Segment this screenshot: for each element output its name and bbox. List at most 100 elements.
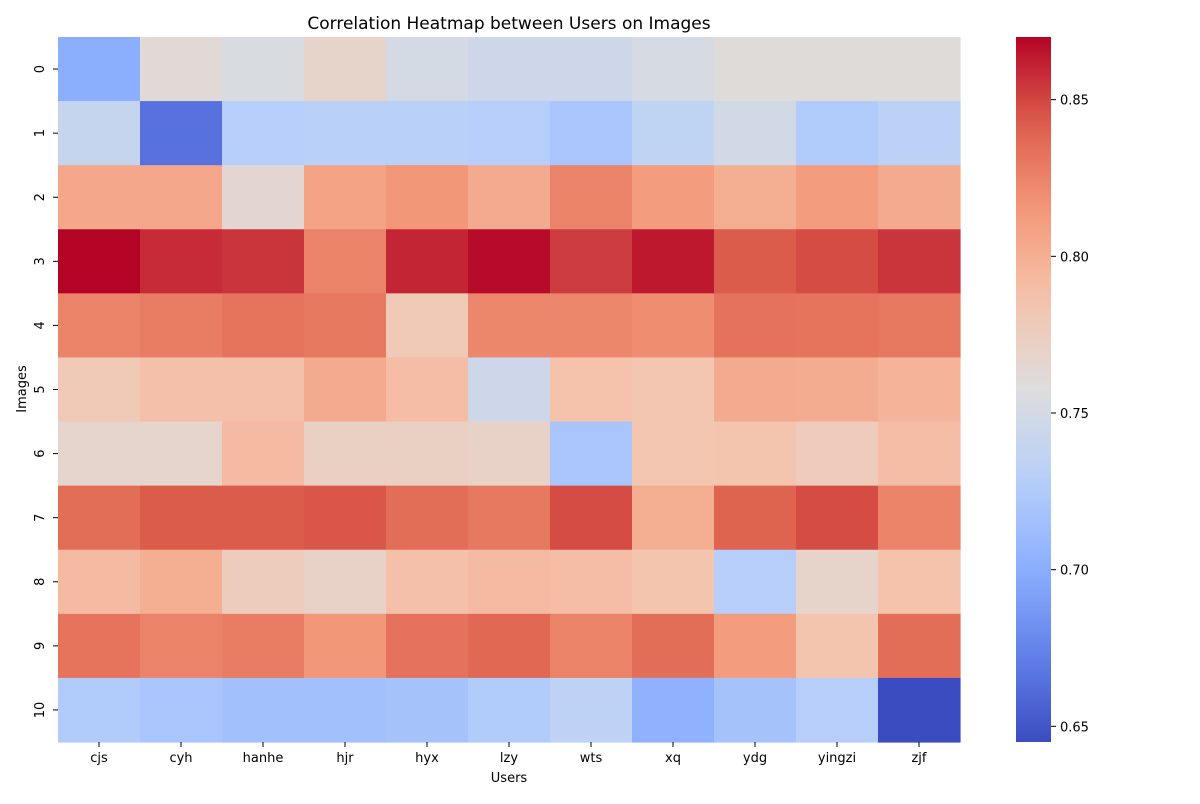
heatmap-cell <box>304 101 387 166</box>
heatmap-cell <box>632 293 715 359</box>
heatmap-cell <box>796 677 879 743</box>
heatmap-cell <box>58 613 141 679</box>
colorbar-tick-label: 0.80 <box>1060 250 1089 265</box>
x-tick-label: xq <box>665 751 681 766</box>
heatmap-cell <box>796 293 879 359</box>
heatmap-cell <box>304 165 387 230</box>
heatmap-cell <box>878 37 961 102</box>
heatmap-cell <box>140 613 223 679</box>
heatmap-cell <box>714 485 797 551</box>
heatmap-cell <box>468 485 551 551</box>
heatmap-cell <box>632 357 715 423</box>
chart-title: Correlation Heatmap between Users on Ima… <box>307 14 710 34</box>
heatmap-cell <box>468 165 551 230</box>
heatmap-cell <box>796 485 879 551</box>
heatmap-cell <box>386 165 469 230</box>
heatmap-cell <box>550 677 633 743</box>
heatmap-cell <box>140 101 223 166</box>
heatmap-cell <box>140 37 223 102</box>
colorbar-tick-label: 0.75 <box>1060 407 1089 422</box>
y-tick-label: 8 <box>33 578 48 586</box>
heatmap-cell <box>714 613 797 679</box>
x-tick-label: zjf <box>911 751 926 766</box>
heatmap-cell <box>140 293 223 359</box>
heatmap-cell <box>714 549 797 615</box>
heatmap-cell <box>550 485 633 551</box>
y-axis-label: Images <box>15 365 30 413</box>
heatmap-cell <box>796 165 879 230</box>
heatmap-cell <box>468 613 551 679</box>
heatmap-cell <box>550 293 633 359</box>
heatmap-cell <box>468 101 551 166</box>
heatmap-cell <box>632 229 715 294</box>
heatmap-cell <box>796 357 879 423</box>
y-tick-label: 1 <box>33 129 48 137</box>
x-axis-label: Users <box>491 771 528 786</box>
heatmap-cell <box>878 229 961 294</box>
heatmap-cell <box>304 37 387 102</box>
heatmap-cell <box>878 101 961 166</box>
colorbar-tick-label: 0.70 <box>1060 564 1089 579</box>
heatmap-cell <box>58 357 141 423</box>
y-tick-label: 6 <box>33 449 48 457</box>
heatmap-cell <box>796 37 879 102</box>
heatmap-cell <box>58 421 141 487</box>
heatmap-cell <box>550 165 633 230</box>
x-tick-label: yingzi <box>818 751 856 766</box>
heatmap-cell <box>550 421 633 487</box>
heatmap-cell <box>878 293 961 359</box>
y-tick-label: 3 <box>33 257 48 265</box>
heatmap-cell <box>468 357 551 423</box>
heatmap-cell <box>714 229 797 294</box>
heatmap-cell <box>386 613 469 679</box>
heatmap-cell <box>58 485 141 551</box>
y-tick-label: 4 <box>33 321 48 329</box>
heatmap-cell <box>58 37 141 102</box>
heatmap-cell <box>878 357 961 423</box>
heatmap-cell <box>140 677 223 743</box>
heatmap-cell <box>878 613 961 679</box>
heatmap-cell <box>140 485 223 551</box>
colorbar-gradient <box>1016 37 1051 742</box>
heatmap-cell <box>386 485 469 551</box>
heatmap-cell <box>550 229 633 294</box>
heatmap-cell <box>222 485 305 551</box>
heatmap-cell <box>222 549 305 615</box>
heatmap-cell <box>140 357 223 423</box>
heatmap-cell <box>714 421 797 487</box>
heatmap-cell <box>222 677 305 743</box>
heatmap-cell <box>222 293 305 359</box>
heatmap-cell <box>468 37 551 102</box>
heatmap-cell <box>550 101 633 166</box>
y-tick-label: 0 <box>33 65 48 73</box>
heatmap-cell <box>878 677 961 743</box>
y-axis: 0 1 2 3 4 5 6 7 8 9 10 <box>33 65 58 718</box>
heatmap-cell <box>140 229 223 294</box>
heatmap-cell <box>714 293 797 359</box>
heatmap-cell <box>304 549 387 615</box>
heatmap-cell <box>222 101 305 166</box>
heatmap-cell <box>796 421 879 487</box>
heatmap-cell <box>632 549 715 615</box>
colorbar: 0.65 0.70 0.75 0.80 0.85 <box>1016 37 1089 742</box>
heatmap-cell <box>878 549 961 615</box>
heatmap-cell <box>550 357 633 423</box>
y-tick-label: 7 <box>33 514 48 522</box>
heatmap-cell <box>386 357 469 423</box>
colorbar-tick-label: 0.65 <box>1060 720 1089 735</box>
heatmap-cell <box>632 613 715 679</box>
x-tick-label: cjs <box>90 751 108 766</box>
heatmap-cell <box>304 293 387 359</box>
colorbar-tick-label: 0.85 <box>1060 94 1089 109</box>
heatmap-cell <box>222 37 305 102</box>
y-tick-label: 10 <box>33 702 48 719</box>
heatmap-cell <box>140 165 223 230</box>
heatmap-cell <box>304 485 387 551</box>
heatmap-cell <box>304 357 387 423</box>
heatmap-cell <box>468 549 551 615</box>
heatmap-cell <box>632 101 715 166</box>
heatmap-cell <box>632 677 715 743</box>
heatmap-cell <box>714 165 797 230</box>
